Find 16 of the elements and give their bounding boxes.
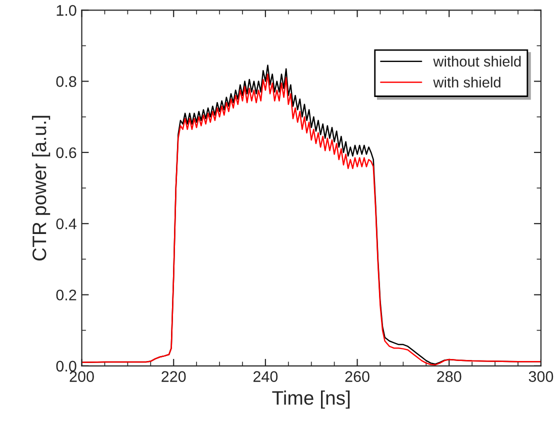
y-tick-label: 0.6 — [56, 147, 76, 158]
x-tick-label: 220 — [162, 371, 186, 382]
legend-label: without shield — [433, 56, 521, 67]
y-tick-label: 0.8 — [56, 76, 76, 87]
y-tick-label: 0.2 — [56, 290, 76, 300]
x-tick-label: 260 — [345, 371, 370, 382]
y-tick-label: 1.0 — [56, 5, 76, 16]
x-tick-label: 200 — [70, 371, 94, 382]
x-tick-label: 280 — [437, 371, 462, 382]
x-tick-label: 300 — [528, 371, 554, 382]
legend-label: with shield — [433, 76, 500, 88]
y-tick-label: 0.4 — [56, 218, 76, 230]
y-tick-label: 0.0 — [56, 360, 76, 372]
x-tick-label: 240 — [253, 371, 278, 382]
x-axis-title: Time [ns] — [272, 390, 350, 409]
y-axis-title: CTR power [a.u.] — [32, 116, 50, 261]
